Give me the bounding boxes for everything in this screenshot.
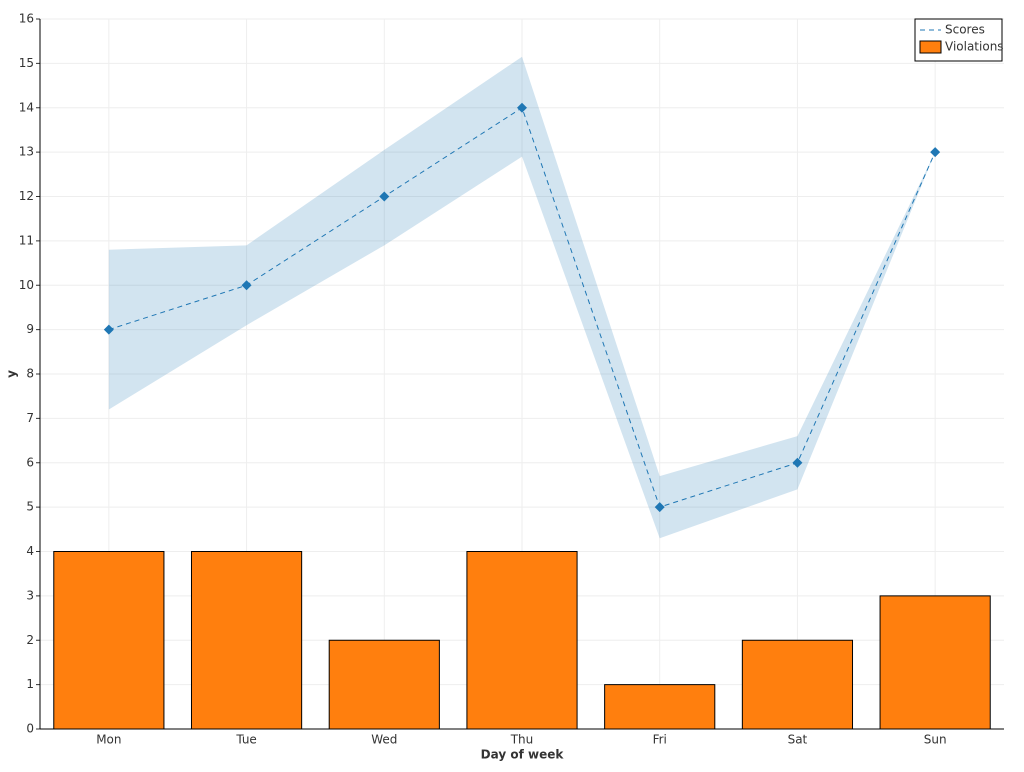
x-tick-label: Fri <box>653 733 667 747</box>
y-tick-label: 9 <box>26 322 34 336</box>
bar <box>53 551 165 730</box>
bar <box>466 551 578 730</box>
bar <box>741 639 854 730</box>
y-tick-label: 10 <box>19 278 34 292</box>
bar <box>328 639 440 730</box>
y-tick-label: 15 <box>19 56 34 70</box>
y-tick-label: 7 <box>26 411 34 425</box>
y-tick-label: 5 <box>26 500 34 514</box>
legend-swatch <box>919 40 942 54</box>
y-tick-label: 13 <box>19 145 34 159</box>
x-tick-label: Mon <box>96 733 121 747</box>
y-tick-label: 11 <box>19 233 34 247</box>
y-tick-label: 1 <box>26 677 34 691</box>
y-axis-label: y <box>5 370 19 378</box>
marker <box>654 502 665 513</box>
x-tick-label: Wed <box>371 733 397 747</box>
marker <box>103 324 114 335</box>
x-tick-label: Sat <box>788 733 808 747</box>
error-band <box>108 56 936 539</box>
marker <box>930 147 941 158</box>
legend-label: Scores <box>945 23 985 37</box>
bar <box>190 551 303 730</box>
marker <box>379 191 390 202</box>
marker <box>792 457 803 468</box>
y-tick-label: 8 <box>26 367 34 381</box>
x-tick-label: Tue <box>235 733 257 747</box>
x-tick-label: Thu <box>510 733 534 747</box>
bar <box>604 684 716 730</box>
y-tick-label: 2 <box>26 633 34 647</box>
y-tick-label: 12 <box>19 189 34 203</box>
x-tick-label: Sun <box>924 733 947 747</box>
marker <box>517 102 527 113</box>
y-tick-label: 3 <box>26 588 34 602</box>
y-tick-label: 16 <box>19 12 34 26</box>
marker <box>241 280 252 291</box>
y-tick-label: 4 <box>26 544 34 558</box>
y-tick-label: 6 <box>26 455 34 469</box>
y-tick-label: 0 <box>26 722 34 736</box>
legend-label: Violations <box>945 40 1004 54</box>
y-tick-label: 14 <box>19 100 34 114</box>
legend-box <box>914 18 1003 62</box>
bar <box>879 595 991 730</box>
x-axis-label: Day of week <box>481 748 565 762</box>
